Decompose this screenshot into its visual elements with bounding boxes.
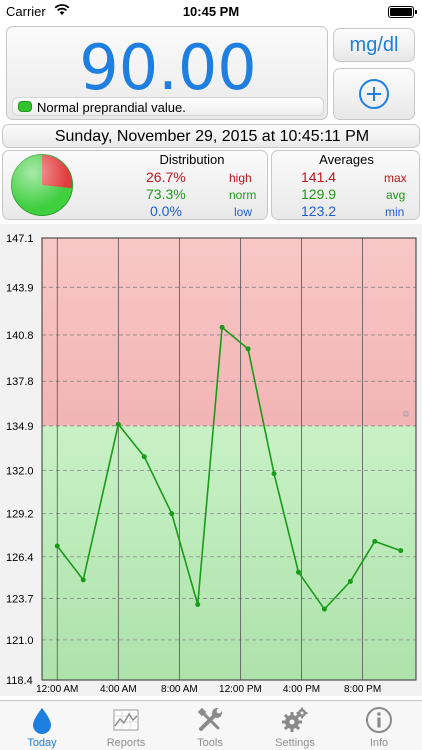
data-point (372, 538, 378, 544)
status-bar: Carrier 10:45 PM (0, 0, 422, 24)
data-point (195, 602, 201, 608)
avg-max-label: max (384, 171, 407, 185)
y-tick-label: 132.0 (6, 466, 34, 478)
x-tick-label: 12:00 PM (219, 684, 262, 695)
y-tick-label: 143.9 (6, 282, 34, 294)
tools-icon (197, 707, 222, 731)
data-point (245, 346, 251, 352)
dist-high-value: 26.7% (146, 169, 186, 185)
dist-high-label: high (229, 171, 252, 185)
dist-low-value: 0.0% (150, 203, 182, 219)
status-indicator-icon (18, 101, 32, 112)
data-point (115, 421, 121, 427)
data-point (169, 511, 175, 517)
data-point (80, 577, 86, 583)
carrier-label: Carrier (6, 4, 46, 19)
reading-date: Sunday, November 29, 2015 at 10:45:11 PM (54, 128, 370, 145)
tab-tools[interactable]: Tools (168, 701, 252, 750)
reading-panel: 90.00 Normal preprandial value. (6, 26, 328, 120)
wifi-icon (54, 4, 70, 15)
gear-icon (282, 707, 308, 732)
y-tick-label: 121.0 (6, 635, 34, 647)
tab-bar: Today Reports Tools (0, 700, 422, 750)
averages-title: Averages (319, 152, 374, 167)
tab-settings[interactable]: Settings (253, 701, 337, 750)
x-tick-label: 4:00 AM (100, 684, 137, 695)
normal-range-zone (42, 425, 416, 680)
distribution-title: Distribution (159, 152, 225, 167)
distribution-panel: Distribution 26.7% high 73.3% norm 0.0% … (2, 150, 268, 220)
reading-status-text: Normal preprandial value. (37, 100, 186, 115)
date-bar[interactable]: Sunday, November 29, 2015 at 10:45:11 PM (2, 124, 420, 148)
y-tick-label: 140.8 (6, 330, 34, 342)
drop-icon (33, 708, 51, 734)
avg-avg-value: 129.9 (301, 186, 337, 202)
dist-norm-label: norm (229, 188, 257, 202)
y-tick-label: 147.1 (6, 233, 34, 245)
scroll-marker (403, 411, 409, 417)
clock: 10:45 PM (182, 4, 240, 19)
tab-info[interactable]: Info (337, 701, 421, 750)
dist-low-label: low (234, 205, 253, 219)
chart-icon (113, 709, 139, 731)
add-reading-button[interactable] (333, 68, 415, 120)
data-point (295, 569, 301, 575)
x-tick-label: 12:00 AM (36, 684, 78, 695)
glucose-reading: 90.00 (79, 31, 257, 104)
y-tick-label: 137.8 (6, 376, 34, 388)
averages-panel: Averages 141.4 max 129.9 avg 123.2 min (271, 150, 420, 220)
x-tick-label: 4:00 PM (283, 684, 320, 695)
data-point (321, 606, 327, 612)
x-tick-label: 8:00 AM (161, 684, 198, 695)
tab-tools-label: Tools (197, 737, 223, 749)
y-tick-label: 134.9 (6, 421, 34, 433)
series-line (56, 325, 402, 611)
glucose-chart[interactable]: 147.1 143.9 140.8 137.8 134.9 132.0 129.2 126.4… (0, 224, 422, 696)
unit-button[interactable]: mg/dl (333, 28, 415, 62)
tab-info-label: Info (369, 737, 389, 749)
tab-reports[interactable]: Reports (84, 701, 168, 750)
avg-avg-label: avg (386, 188, 406, 202)
battery-icon (388, 6, 417, 18)
plot-frame (41, 237, 417, 681)
avg-min-label: min (385, 205, 405, 219)
data-point (271, 471, 277, 477)
y-tick-label: 123.7 (6, 593, 34, 605)
avg-max-value: 141.4 (301, 169, 337, 185)
reading-status: Normal preprandial value. (12, 97, 324, 116)
plus-circle-icon (359, 79, 389, 109)
x-tick-label: 8:00 PM (344, 684, 381, 695)
y-tick-label: 126.4 (6, 552, 34, 564)
unit-label: mg/dl (349, 34, 399, 56)
data-point (219, 324, 225, 330)
tab-today[interactable]: Today (0, 701, 84, 750)
tab-settings-label: Settings (275, 737, 315, 749)
dist-norm-value: 73.3% (146, 186, 186, 202)
y-tick-label: 118.4 (6, 675, 33, 687)
avg-min-value: 123.2 (301, 203, 337, 219)
high-range-zone (42, 238, 416, 426)
tab-reports-label: Reports (106, 737, 146, 749)
data-point (141, 454, 147, 460)
data-point (347, 578, 353, 584)
data-point (54, 543, 60, 549)
tab-today-label: Today (27, 737, 57, 749)
info-icon (366, 707, 392, 733)
data-point (398, 548, 404, 554)
y-tick-label: 129.2 (6, 509, 34, 521)
